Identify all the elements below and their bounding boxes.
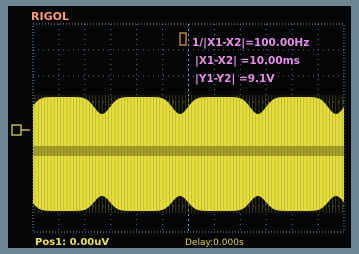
cursor-delta-x: |X1-X2| =10.00ms <box>195 55 300 67</box>
waveform <box>33 95 344 213</box>
page: RIGOL 1/|X1-X2|=100.00Hz |X1-X2| =10.00m… <box>0 0 359 254</box>
position-readout: Pos1: 0.00uV <box>35 237 109 248</box>
cursor-delta-y: |Y1-Y2| =9.1V <box>195 73 275 85</box>
cursor-frequency: 1/|X1-X2|=100.00Hz <box>192 37 309 49</box>
brand: RIGOL <box>31 10 69 23</box>
delay-readout: Delay:0.000s <box>185 238 244 248</box>
oscilloscope-screen: RIGOL 1/|X1-X2|=100.00Hz |X1-X2| =10.00m… <box>0 0 359 254</box>
waveform-midband <box>33 146 344 156</box>
